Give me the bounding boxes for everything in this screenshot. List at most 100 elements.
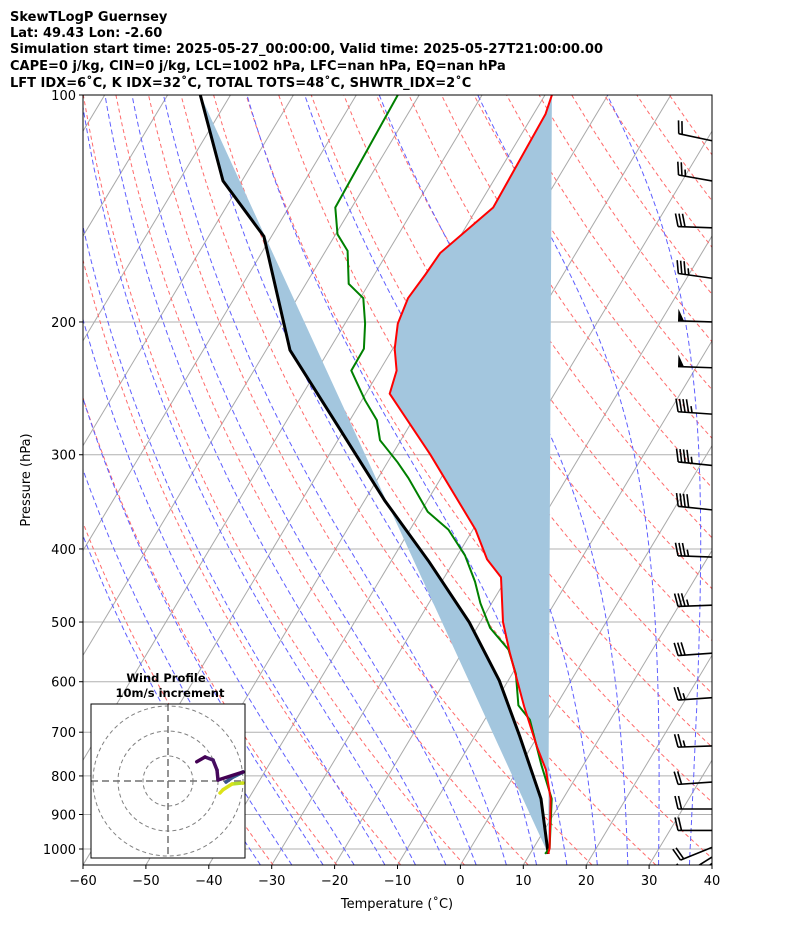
dry-adiabat-line bbox=[245, 95, 712, 803]
hodograph-frame bbox=[90, 703, 246, 859]
barb-half bbox=[682, 740, 686, 748]
barb-full bbox=[674, 795, 679, 810]
barb-full bbox=[675, 492, 679, 507]
location-text: Lat: 49.43 Lon: -2.60 bbox=[10, 26, 162, 41]
barb-full bbox=[678, 874, 688, 882]
barb-half bbox=[687, 268, 690, 276]
x-tick-label: −20 bbox=[321, 874, 348, 889]
barb-staff bbox=[677, 604, 712, 608]
time-text: Simulation start time: 2025-05-27_00:00:… bbox=[10, 42, 603, 57]
moist-adiabat-line bbox=[606, 95, 702, 865]
y-tick-label: 300 bbox=[51, 449, 76, 464]
barb-full bbox=[680, 642, 686, 656]
barb-full bbox=[681, 542, 686, 557]
x-tick-label: 20 bbox=[578, 874, 595, 889]
moist-adiabat-line bbox=[83, 103, 416, 865]
isotherm-line bbox=[83, 95, 294, 447]
x-axis-label: Temperature (˚C) bbox=[340, 896, 453, 912]
barb-staff bbox=[680, 846, 712, 861]
barb-full bbox=[674, 213, 679, 227]
barb-full bbox=[683, 261, 687, 275]
barb-full bbox=[678, 398, 683, 413]
wind-barb bbox=[672, 846, 712, 861]
wind-barb bbox=[673, 686, 712, 701]
barb-full bbox=[686, 449, 690, 464]
temperature-line bbox=[388, 95, 553, 855]
wind-barb bbox=[674, 213, 712, 229]
wind-barb bbox=[674, 817, 712, 832]
dry-adiabat-line bbox=[441, 95, 712, 489]
y-tick-label: 900 bbox=[51, 808, 76, 823]
dry-adiabat-line bbox=[180, 95, 657, 865]
wind-barb bbox=[677, 308, 712, 323]
dry-adiabat-line bbox=[115, 95, 529, 865]
x-tick-label: −40 bbox=[195, 874, 222, 889]
moist-adiabat-line bbox=[83, 317, 355, 865]
wind-barb bbox=[673, 733, 712, 748]
barb-full bbox=[677, 733, 683, 748]
x-tick-label: −30 bbox=[258, 874, 285, 889]
hodograph-trace-segment bbox=[216, 770, 245, 782]
hodograph-title: Wind Profile bbox=[126, 671, 206, 685]
dewpoint-line bbox=[334, 95, 553, 855]
dry-adiabat-line bbox=[83, 396, 338, 865]
x-tick-label: 10 bbox=[515, 874, 532, 889]
barb-full bbox=[673, 771, 679, 785]
stability-params-text: CAPE=0 j/kg, CIN=0 j/kg, LCL=1002 hPa, L… bbox=[10, 59, 506, 74]
barb-full bbox=[673, 734, 679, 748]
barb-full bbox=[677, 817, 683, 831]
dry-adiabat-line bbox=[343, 95, 712, 642]
barb-staff bbox=[677, 365, 712, 369]
y-tick-label: 500 bbox=[51, 616, 76, 631]
barb-full bbox=[675, 448, 679, 463]
y-axis-label: Pressure (hPa) bbox=[19, 433, 34, 526]
y-tick-label: 700 bbox=[51, 726, 76, 741]
y-axis-ticks: 100 200 300 400 500 600 700 800 900 1000 bbox=[43, 89, 83, 858]
barb-full bbox=[677, 795, 683, 810]
barb-full bbox=[679, 260, 683, 275]
barb-full bbox=[680, 593, 686, 607]
isotherm-line bbox=[83, 95, 231, 342]
barb-full bbox=[676, 642, 683, 656]
barb-staff bbox=[677, 319, 712, 323]
barb-full bbox=[675, 847, 685, 860]
wind-barb bbox=[676, 260, 712, 280]
isotherm-line bbox=[83, 95, 420, 657]
isotherm-line bbox=[711, 864, 712, 865]
moist-adiabat-line bbox=[83, 396, 324, 865]
barb-full bbox=[679, 493, 683, 507]
barb-half bbox=[690, 406, 693, 413]
profiles bbox=[198, 95, 553, 855]
barb-staff bbox=[678, 410, 712, 415]
isotherm-line bbox=[648, 759, 712, 865]
x-tick-label: −10 bbox=[384, 874, 411, 889]
hodograph-trace-segment bbox=[195, 755, 207, 764]
parcel-profile-line bbox=[198, 95, 550, 855]
barb-staff bbox=[678, 781, 712, 786]
chart-header: SkewTLogP Guernsey Lat: 49.43 Lon: -2.60… bbox=[10, 10, 603, 91]
moist-adiabat-line bbox=[83, 224, 386, 865]
barb-staff bbox=[678, 272, 712, 280]
wind-barb bbox=[675, 398, 712, 415]
barb-full bbox=[682, 398, 686, 413]
barb-staff bbox=[678, 696, 712, 701]
isotherm-line bbox=[83, 95, 169, 237]
barb-full bbox=[674, 542, 679, 557]
wind-barb bbox=[674, 795, 712, 810]
dry-adiabat-line bbox=[83, 95, 465, 865]
wind-barb bbox=[675, 448, 712, 467]
barb-full bbox=[674, 817, 679, 831]
barb-full bbox=[675, 876, 685, 884]
moist-adiabat-line bbox=[163, 95, 507, 865]
x-axis-ticks: −60 −50 −40 −30 −20 −10 0 10 20 30 40 bbox=[69, 865, 720, 889]
y-tick-label: 200 bbox=[51, 316, 76, 331]
wind-barb bbox=[673, 642, 712, 657]
barb-full bbox=[676, 686, 683, 701]
barb-full bbox=[672, 848, 682, 861]
hodograph-subtitle: 10m/s increment bbox=[116, 686, 225, 700]
wind-barb bbox=[676, 856, 712, 865]
barb-staff bbox=[678, 174, 712, 182]
chart-title: SkewTLogP Guernsey bbox=[10, 10, 168, 25]
dry-adiabat-line bbox=[636, 95, 712, 202]
y-tick-label: 600 bbox=[51, 676, 76, 691]
